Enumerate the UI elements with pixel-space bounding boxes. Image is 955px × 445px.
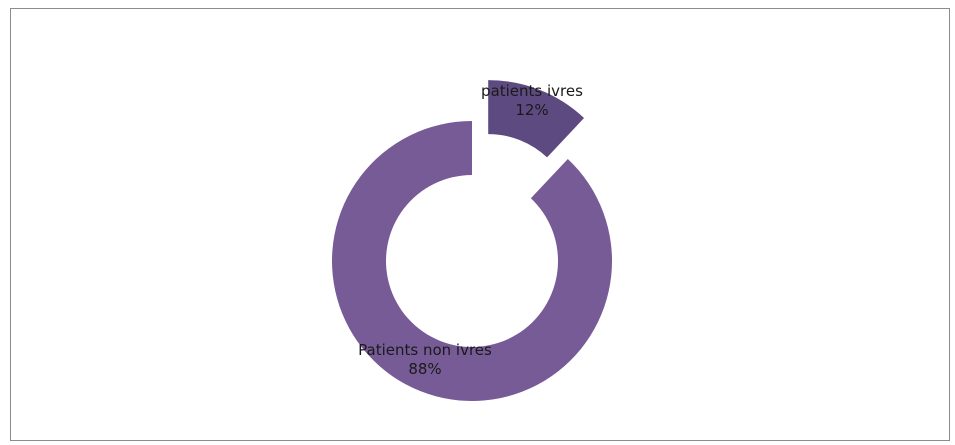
data-label-patients-ivres: patients ivres 12% <box>481 82 583 119</box>
slice-patients-non-ivres <box>332 121 612 401</box>
slice-patients-ivres <box>488 80 585 158</box>
data-label-patients-non-ivres: Patients non ivres 88% <box>358 341 492 378</box>
